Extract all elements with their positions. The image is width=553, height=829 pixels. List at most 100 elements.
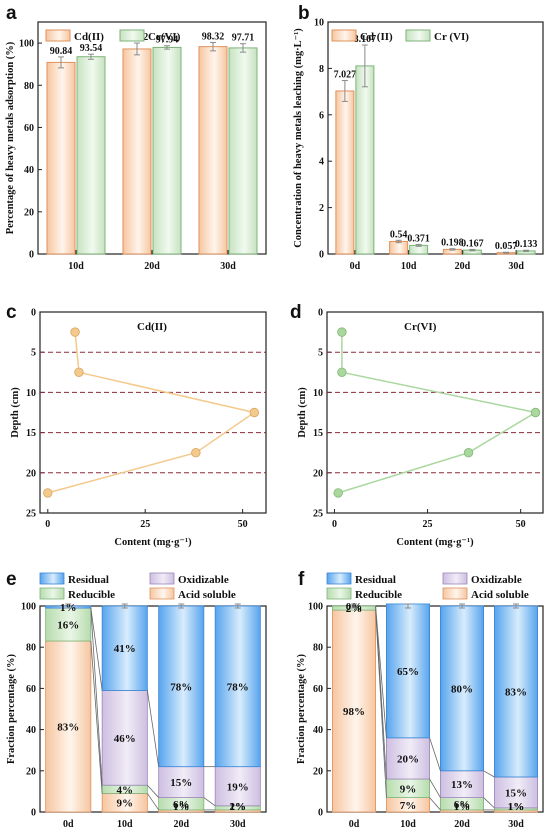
panel-e-xtick-label: 30d xyxy=(230,819,246,829)
panel-d-ytick-label: 20 xyxy=(313,468,323,479)
panel-e-ylabel: Fraction percentage (%) xyxy=(6,653,17,764)
panel-f-legend-label: Residual xyxy=(355,574,396,586)
panel-f-xtick-label: 20d xyxy=(454,819,470,829)
panel-a-legend-label: Cd(II) xyxy=(74,31,104,43)
panel-e-segment-residual xyxy=(214,605,261,768)
panel-e-ytick-label: 40 xyxy=(26,725,36,736)
panel-a-data-label: 98.32 xyxy=(202,31,225,42)
panel-a-xtick-label: 20d xyxy=(144,261,160,272)
panel-e-xtick-label: 0d xyxy=(63,819,74,829)
panel-e-ytick-label: 20 xyxy=(26,766,36,777)
panel-e-segment-label: 16% xyxy=(57,620,79,632)
panel-f-connector-line xyxy=(483,770,495,778)
panel-f-xtick-label: 10d xyxy=(400,819,416,829)
panel-f-connector-line xyxy=(375,610,387,798)
panel-e-segment-label: 2% xyxy=(230,801,247,813)
panel-f-connector-line xyxy=(429,797,441,811)
panel-f-segment-label: 80% xyxy=(451,683,473,695)
panel-a-data-label: 97.71 xyxy=(232,33,255,44)
panel-f-connector-line xyxy=(429,778,441,798)
panel-a-xtick-label: 30d xyxy=(220,261,236,272)
panel-a-xtick-label: 10d xyxy=(68,261,84,272)
panel-b-label: b xyxy=(298,3,310,24)
panel-f-ytick-label: 20 xyxy=(313,766,323,777)
panel-f-legend-swatch xyxy=(442,587,468,600)
panel-b-legend-label: Cr (VI) xyxy=(434,31,469,43)
panel-b-bar-series1 xyxy=(389,240,409,255)
panel-c-xlabel: Content (mg·g⁻¹) xyxy=(114,537,192,548)
panel-a-data-label: 93.54 xyxy=(80,43,103,54)
panel-e-xtick-label: 10d xyxy=(117,819,133,829)
panel-e-segment-label: 46% xyxy=(114,733,136,745)
panel-a-ytick-label: 20 xyxy=(24,207,34,218)
panel-c-data-point xyxy=(43,488,53,498)
panel-c-ytick-label: 15 xyxy=(26,428,36,439)
panel-f-ytick-label: 60 xyxy=(313,684,323,695)
panel-e-legend-swatch xyxy=(39,572,65,585)
panel-d-ytick-label: 5 xyxy=(318,348,323,359)
panel-f-connector-line xyxy=(375,605,387,780)
panel-f-legend-swatch xyxy=(326,587,352,600)
panel-d-ytick-label: 0 xyxy=(318,308,323,319)
panel-d-ytick-label: 15 xyxy=(313,428,323,439)
panel-e-legend-label: Residual xyxy=(68,574,109,586)
panel-d-frame xyxy=(326,311,544,514)
panel-c-xtick-label: 25 xyxy=(140,519,150,530)
panel-c-data-point xyxy=(70,327,80,337)
panel-b-xtick-label: 0d xyxy=(350,261,361,272)
panel-a-bar-series2 xyxy=(228,47,258,255)
panel-f-ytick-label: 0 xyxy=(318,808,323,819)
panel-c-ytick-label: 20 xyxy=(26,468,36,479)
panel-f-legend-label: Reducible xyxy=(355,589,402,601)
panel-f-segment-label: 1% xyxy=(454,801,471,813)
panel-e-segment-residual xyxy=(101,605,148,691)
panel-d-data-point xyxy=(463,448,474,458)
panel-a-bar-series1 xyxy=(122,48,152,255)
panel-a-ytick-label: 40 xyxy=(24,165,34,176)
panel-f-label: f xyxy=(298,569,305,590)
panel-c-frame xyxy=(39,311,267,514)
panel-d-ytick-label: 25 xyxy=(313,509,323,520)
panel-e-segment-reducible xyxy=(45,607,92,642)
panel-b-frame xyxy=(327,21,544,255)
panel-a-data-label: 97.94 xyxy=(156,35,179,46)
panel-e-frame xyxy=(39,605,267,813)
panel-c-ytick-label: 25 xyxy=(26,509,36,520)
panel-c-ytick-label: 0 xyxy=(31,308,36,319)
panel-b-legend-swatch xyxy=(405,29,431,42)
panel-d-label: d xyxy=(290,302,302,323)
panel-b-data-label: 0.057 xyxy=(495,241,518,252)
panel-e-ytick-label: 100 xyxy=(21,602,36,613)
panel-e-connector-line xyxy=(90,640,103,794)
panel-f-legend-swatch xyxy=(442,572,468,585)
panel-d-ylabel: Depth (cm) xyxy=(297,387,308,438)
panel-c-ytick-label: 5 xyxy=(31,348,36,359)
panel-f-segment-label: 65% xyxy=(397,666,419,678)
panel-a-ytick-label: 0 xyxy=(29,250,34,261)
panel-f-segment-label: 1% xyxy=(508,801,525,813)
panel-f-ytick-label: 100 xyxy=(308,602,323,613)
panel-f-connector-line xyxy=(375,605,387,738)
panel-b-ytick-label: 0 xyxy=(319,250,324,261)
panel-b-data-label: 8.107 xyxy=(354,34,377,45)
panel-e-ytick-label: 0 xyxy=(31,808,36,819)
panel-e-connector-line xyxy=(147,784,159,798)
panel-f-xtick-label: 0d xyxy=(349,819,360,829)
panel-d-title: Cr(VI) xyxy=(404,321,437,333)
panel-d-data-point xyxy=(337,327,347,337)
panel-e-segment-oxidizable xyxy=(158,766,205,798)
panel-c-ylabel: Depth (cm) xyxy=(10,387,21,438)
panel-e-legend-label: Reducible xyxy=(68,589,115,601)
panel-b-xtick-label: 30d xyxy=(508,261,524,272)
panel-e-segment-label: 1% xyxy=(173,801,190,813)
panel-f-segment-oxidizable xyxy=(493,776,538,809)
panel-a-legend-swatch xyxy=(45,29,71,42)
panel-b-data-label: 7.027 xyxy=(334,70,357,81)
panel-d-data-point xyxy=(333,488,343,498)
panel-e-legend-label: Oxidizable xyxy=(178,574,229,586)
panel-f-segment-label: 7% xyxy=(400,800,417,812)
panel-c-xtick-label: 0 xyxy=(45,519,50,530)
panel-a-bar-series1 xyxy=(46,61,76,255)
panel-f-legend-label: Oxidizable xyxy=(471,574,522,586)
panel-e-segment-label: 19% xyxy=(227,781,249,793)
